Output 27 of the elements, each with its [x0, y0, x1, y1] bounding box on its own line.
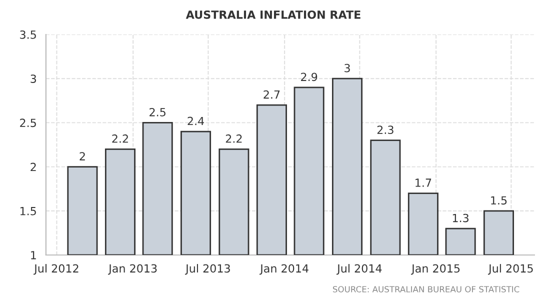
data-label: 1.3 [452, 214, 468, 222]
data-label: 2.2 [112, 134, 128, 143]
x-tick-label: Jan 2013 [108, 264, 157, 275]
x-tick-label: Jul 2012 [34, 264, 78, 275]
x-tick-label: Jan 2015 [411, 264, 460, 275]
y-tick-label: 3.5 [20, 30, 36, 39]
y-tick-label: 1.5 [20, 207, 36, 216]
y-tick-label: 2 [30, 162, 36, 172]
data-label: 1.5 [491, 196, 507, 205]
data-label: 2.3 [377, 126, 394, 134]
x-tick-label: Jan 2014 [260, 264, 308, 275]
data-label: 1.7 [416, 178, 432, 187]
data-label: 2.4 [188, 116, 204, 126]
x-tick-label: Jul 2014 [336, 264, 382, 275]
chart-title: AUSTRALIA INFLATION RATE [186, 10, 360, 19]
x-tick-label: Jul 2013 [185, 264, 230, 275]
data-label: 3 [344, 64, 350, 72]
y-tick-label: 3 [30, 74, 36, 83]
y-tick-label: 2.5 [20, 118, 36, 128]
data-label: 2 [80, 152, 85, 160]
data-label: 2.2 [226, 134, 242, 143]
data-label: 2.5 [150, 108, 166, 116]
y-tick-label: 1 [31, 251, 36, 260]
x-tick-label: Jul 2015 [488, 264, 533, 275]
data-label: 2.7 [264, 90, 280, 99]
source-note: SOURCE: AUSTRALIAN BUREAU OF STATISTIC [333, 286, 520, 292]
data-label: 2.9 [301, 72, 318, 82]
